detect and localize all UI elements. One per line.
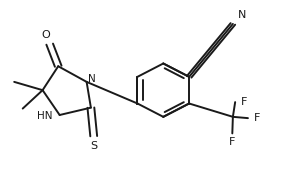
Text: S: S [90,141,97,151]
Text: F: F [241,97,247,107]
Text: HN: HN [37,111,53,121]
Text: F: F [229,137,235,147]
Text: N: N [88,74,96,84]
Text: F: F [254,113,260,123]
Text: N: N [238,10,246,20]
Text: O: O [41,30,50,40]
